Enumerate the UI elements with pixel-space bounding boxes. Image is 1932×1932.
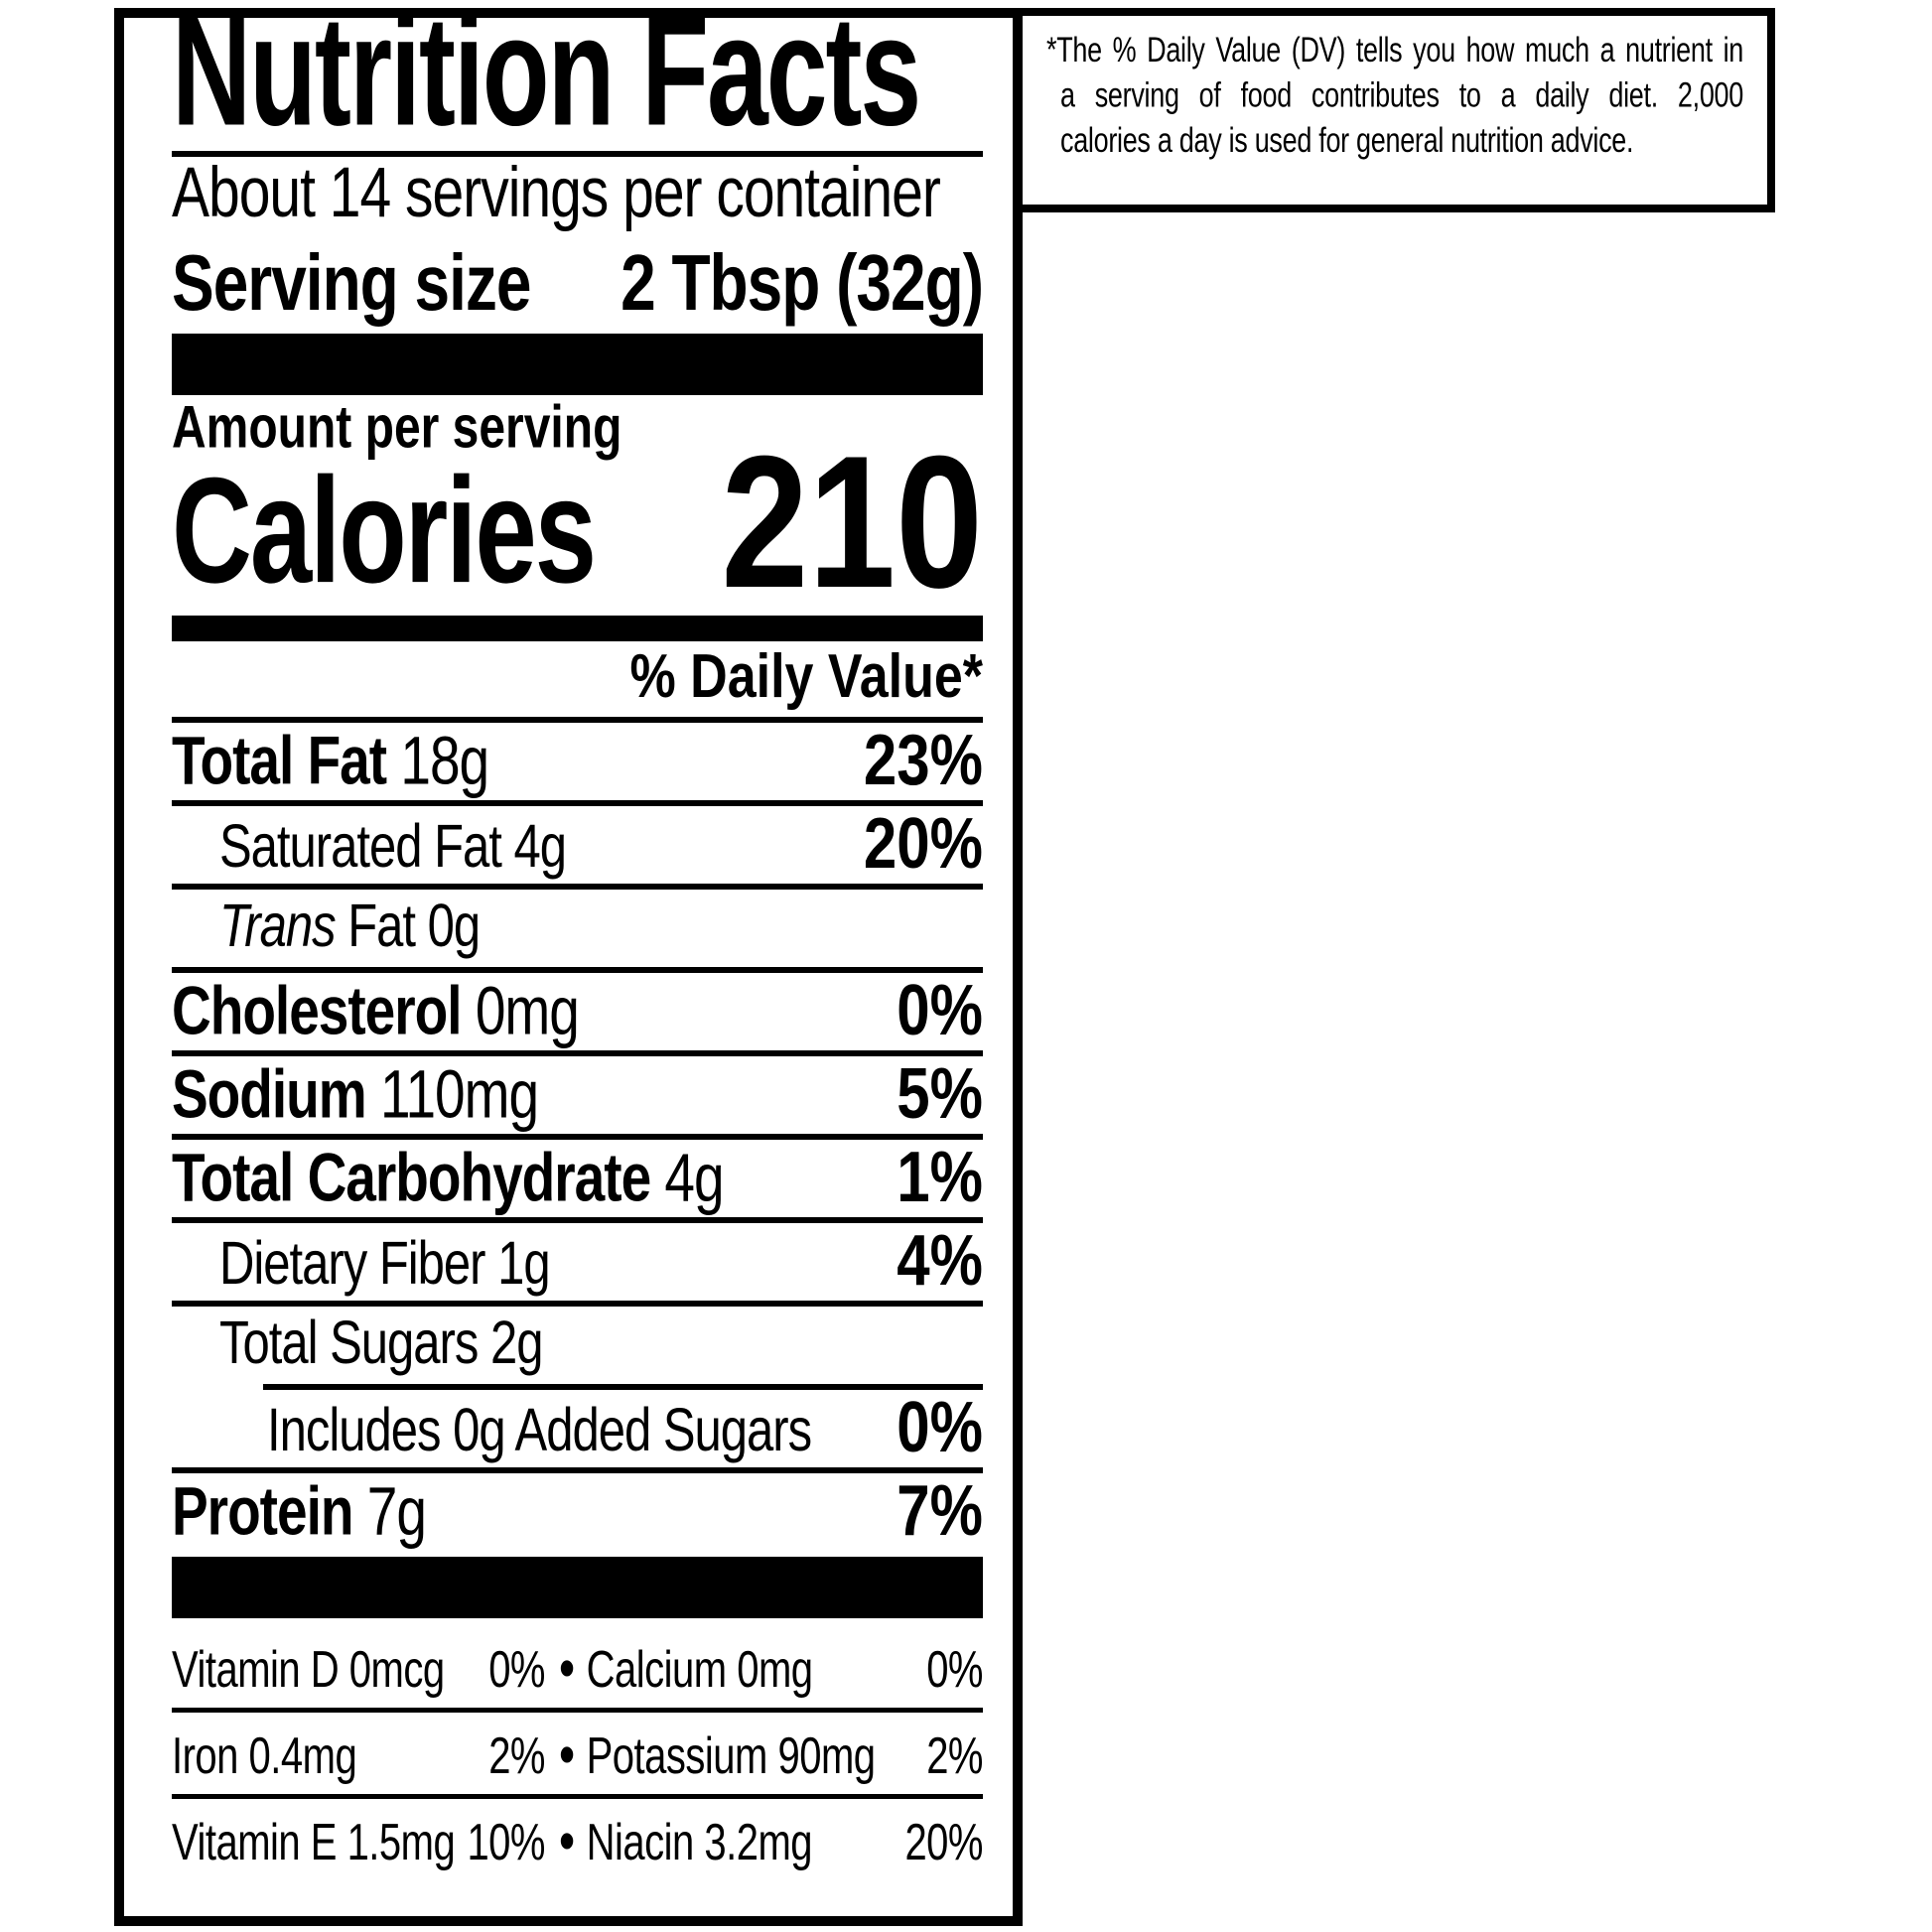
micronutrient-left-pair: Vitamin D 0mcg 0% — [172, 1641, 545, 1699]
nutrient-row: Total Sugars 2g — [172, 1307, 983, 1384]
thick-divider-bottom — [172, 1557, 983, 1618]
nutrient-name: Saturated Fat 4g — [219, 813, 567, 881]
micronutrient-divider — [172, 1794, 983, 1799]
nutrient-dv: 5% — [897, 1053, 983, 1134]
micronutrient-name: Potassium 90mg — [586, 1727, 876, 1785]
nutrient-row: Total Carbohydrate 4g 1% — [172, 1140, 983, 1217]
nutrient-dv: 7% — [897, 1470, 983, 1551]
micronutrient-right-pair: Calcium 0mg 0% — [587, 1641, 984, 1699]
nutrient-name-bold: Cholesterol — [172, 972, 463, 1049]
micronutrient-dv: 2% — [926, 1727, 983, 1785]
nutrient-row: Total Fat 18g 23% — [172, 723, 983, 800]
nutrient-row: Includes 0g Added Sugars 0% — [172, 1390, 983, 1467]
nutrient-row: Dietary Fiber 1g 4% — [172, 1223, 983, 1301]
nutrient-dv: 0% — [897, 1387, 983, 1467]
bullet-separator: • — [559, 1806, 575, 1873]
medium-divider — [172, 616, 983, 641]
calories-row: Calories 210 — [172, 428, 983, 617]
daily-value-header-row: % Daily Value* — [172, 641, 983, 717]
micronutrient-name: Vitamin D 0mcg — [172, 1641, 445, 1699]
micronutrient-dv: 10% — [467, 1814, 545, 1871]
micronutrient-divider — [172, 1708, 983, 1713]
micronutrient-name: Niacin 3.2mg — [586, 1814, 813, 1871]
nutrient-dv: 23% — [863, 720, 983, 800]
micronutrient-dv: 20% — [904, 1814, 983, 1871]
row-divider — [172, 1467, 983, 1473]
footnote-line: *The % Daily Value (DV) tells you how mu… — [1046, 30, 1743, 69]
micronutrient-row: Iron 0.4mg 2% • Potassium 90mg 2% — [172, 1713, 983, 1794]
nutrient-row: Cholesterol 0mg 0% — [172, 973, 983, 1050]
footnote-line: calories a day is used for general nutri… — [1060, 120, 1634, 160]
footnote-text: *The % Daily Value (DV) tells you how mu… — [1046, 28, 1743, 164]
nutrient-name-bold: Protein — [172, 1472, 353, 1550]
micronutrient-name: Iron 0.4mg — [172, 1727, 357, 1785]
serving-size-label: Serving size — [172, 237, 531, 328]
nutrient-row: Saturated Fat 4g 20% — [172, 806, 983, 884]
micronutrient-dv: 0% — [926, 1641, 983, 1699]
nutrient-name-bold: Sodium — [172, 1055, 367, 1133]
amount-per-serving-label: Amount per serving — [172, 395, 622, 462]
daily-value-header: % Daily Value* — [629, 642, 983, 712]
row-divider — [172, 967, 983, 973]
row-divider — [172, 1134, 983, 1140]
calories-value: 210 — [721, 417, 983, 627]
nutrient-name: Cholesterol 0mg — [172, 972, 580, 1049]
title-divider — [172, 151, 983, 157]
serving-size-row: Serving size 2 Tbsp (32g) — [172, 230, 984, 328]
nutrient-name: Total Fat 18g — [172, 722, 489, 799]
nutrient-name: Total Sugars 2g — [219, 1310, 543, 1377]
page-title: Nutrition Facts — [172, 18, 983, 150]
micronutrient-dv: 0% — [488, 1641, 545, 1699]
nutrient-name: Protein 7g — [172, 1472, 427, 1550]
row-divider — [172, 1301, 983, 1307]
micronutrient-dv: 2% — [488, 1727, 545, 1785]
nutrient-name: Sodium 110mg — [172, 1055, 539, 1133]
row-divider — [263, 1384, 983, 1390]
micronutrient-rows: Vitamin D 0mcg 0% • Calcium 0mg 0% Iron 0.4mg… — [172, 1626, 983, 1880]
amount-per-serving-row: Amount per serving — [172, 395, 983, 463]
nutrient-row: Trans Fat 0g — [172, 890, 983, 967]
nutrition-facts-panel: Nutrition Facts About 14 servings per co… — [114, 8, 1023, 1926]
micronutrient-row: Vitamin E 1.5mg 10% • Niacin 3.2mg 20% — [172, 1799, 983, 1880]
label-title: Nutrition Facts — [172, 8, 921, 159]
bullet-separator: • — [559, 1720, 575, 1787]
nutrient-row: Protein 7g 7% — [172, 1473, 983, 1551]
micronutrient-right-pair: Potassium 90mg 2% — [587, 1727, 984, 1785]
nutrient-name: Total Carbohydrate 4g — [172, 1139, 725, 1216]
nutrient-row: Sodium 110mg 5% — [172, 1056, 983, 1134]
row-divider — [172, 1050, 983, 1056]
nutrient-dv: 0% — [897, 970, 983, 1050]
thick-divider-top — [172, 334, 983, 395]
micronutrient-right-pair: Niacin 3.2mg 20% — [587, 1814, 984, 1871]
row-divider — [172, 1217, 983, 1223]
servings-per-container: About 14 servings per container — [172, 153, 941, 233]
row-divider — [172, 717, 983, 723]
footnote-box: *The % Daily Value (DV) tells you how mu… — [1015, 8, 1775, 212]
nutrient-name-bold: Total Carbohydrate — [172, 1139, 651, 1216]
micronutrient-name: Calcium 0mg — [586, 1641, 813, 1699]
nutrient-dv: 20% — [863, 803, 983, 884]
nutrient-name: Trans Fat 0g — [219, 893, 481, 960]
micronutrient-row: Vitamin D 0mcg 0% • Calcium 0mg 0% — [172, 1626, 983, 1708]
nutrient-dv: 1% — [897, 1137, 983, 1217]
nutrient-rows: Total Fat 18g 23% Saturated Fat 4g 20% Trans… — [172, 717, 983, 1551]
footnote-line: a serving of food contributes to a daily… — [1060, 75, 1743, 115]
nutrient-name-italic: Trans — [219, 893, 337, 960]
serving-size-value: 2 Tbsp (32g) — [621, 237, 984, 328]
row-divider — [172, 800, 983, 806]
micronutrient-name: Vitamin E 1.5mg — [172, 1814, 456, 1871]
servings-per-container-row: About 14 servings per container — [172, 153, 983, 232]
nutrient-name: Includes 0g Added Sugars — [267, 1397, 812, 1464]
calories-label: Calories — [172, 446, 597, 615]
bullet-separator: • — [559, 1633, 575, 1701]
row-divider — [172, 884, 983, 890]
micronutrient-left-pair: Vitamin E 1.5mg 10% — [172, 1814, 545, 1871]
nutrient-name-bold: Total Fat — [172, 722, 387, 799]
nutrient-dv: 4% — [897, 1220, 983, 1301]
micronutrient-left-pair: Iron 0.4mg 2% — [172, 1727, 545, 1785]
nutrient-name: Dietary Fiber 1g — [219, 1230, 551, 1298]
